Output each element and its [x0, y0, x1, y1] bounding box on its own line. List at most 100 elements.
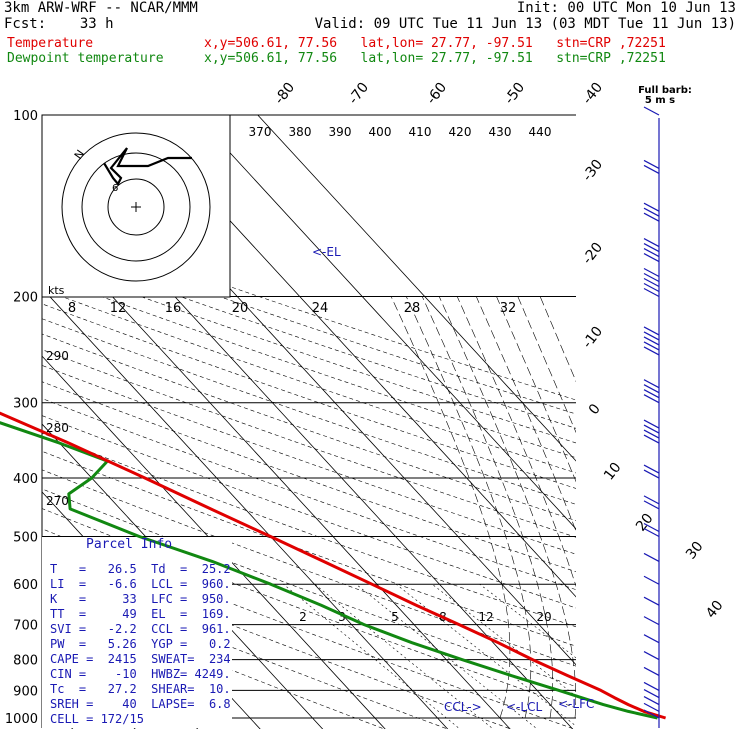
- parcel-row: TT = 49 EL = 169.: [50, 607, 231, 621]
- isotherm-label: 40: [703, 598, 727, 622]
- parcel-row: T = 26.5 Td = 25.2: [50, 562, 231, 576]
- theta-e-label: 390: [329, 125, 352, 139]
- theta-e-labels: 370 380 390 400 410 420 430 440: [249, 125, 552, 139]
- hodograph-km-mark: 6: [112, 183, 118, 194]
- mixing-ratio-line: [479, 583, 576, 659]
- moist-adiabat-lines: [390, 296, 576, 719]
- dry-adiabat-line: [42, 260, 576, 444]
- mixing-ratio-line: [283, 583, 461, 729]
- isotherm-label: -10: [580, 324, 607, 352]
- barb-legend-sublabel: 5 m s: [645, 95, 675, 106]
- hodograph-units: kts: [48, 284, 65, 297]
- wind-barb: [643, 331, 660, 341]
- mixing-ratio-line: [395, 583, 576, 727]
- wind-barb: [643, 575, 660, 585]
- temperature-profile: [0, 411, 667, 720]
- dry-adiabat-line: [42, 398, 576, 590]
- init-time: Init: 00 UTC Mon 10 Jun 13: [516, 0, 736, 16]
- dry-adiabat-line: [42, 274, 576, 459]
- mixing-ratio-line: [314, 583, 494, 729]
- theta-label: 270: [46, 494, 69, 508]
- forecast-hour: Fcst: 33 h: [4, 16, 114, 32]
- wind-barb: [643, 552, 660, 562]
- isotherm-line: [42, 219, 511, 729]
- pressure-label: 900: [13, 684, 38, 699]
- dry-adiabat-line: [42, 333, 576, 521]
- theta-e-label: 440: [529, 125, 552, 139]
- theta-e-label: 400: [369, 125, 392, 139]
- wind-barb: [643, 272, 660, 283]
- moist-adiabat-line: [476, 296, 576, 532]
- parcel-row: K = 33 LFC = 950.: [50, 592, 231, 606]
- parcel-info-panel: Parcel Info T = 26.5 Td = 25.2 LI = -6.6…: [42, 537, 232, 727]
- hodograph-ring-label: 20: [232, 301, 249, 316]
- theta-label: 280: [46, 421, 69, 435]
- wind-barb: [643, 696, 660, 706]
- wind-barb: [643, 429, 660, 439]
- dewpoint-location-info: x,y=506.61, 77.56 lat,lon= 27.77, -97.51…: [204, 51, 666, 66]
- wind-barb: [643, 424, 660, 434]
- wind-barb: [643, 469, 660, 479]
- wind-barb: [643, 287, 660, 298]
- wind-barb: [643, 336, 660, 346]
- parcel-row: LI = -6.6 LCL = 960.: [50, 577, 231, 591]
- wind-barb: [643, 212, 660, 222]
- dry-adiabat-line: [42, 349, 576, 538]
- level-annotations: <-EL CCL-> <-LCL <-LFC: [312, 245, 594, 714]
- pressure-label: 600: [13, 578, 38, 593]
- temperature-location-info: x,y=506.61, 77.56 lat,lon= 27.77, -97.51…: [204, 36, 666, 51]
- dewpoint-line: [0, 421, 658, 720]
- parcel-row: PW = 5.26 YGP = 0.2: [50, 637, 231, 651]
- wind-barb: [643, 702, 660, 712]
- dewpoint-profile: [0, 421, 658, 720]
- wind-barb: [643, 267, 660, 278]
- pressure-label: 200: [13, 291, 38, 306]
- barb-legend-label: Full barb:: [638, 85, 692, 96]
- hodograph-trace: [103, 147, 192, 186]
- model-title: 3km ARW-WRF -- NCAR/MMM: [4, 0, 198, 16]
- isotherm-line: [194, 115, 576, 530]
- valid-time: Valid: 09 UTC Tue 11 Jun 13 (03 MDT Tue …: [314, 16, 736, 32]
- parcel-row: SVI = -2.2 CCL = 961.: [50, 622, 231, 636]
- wind-barb: [643, 527, 660, 538]
- pressure-label: 500: [13, 530, 38, 545]
- moist-adiabat-line: [438, 296, 576, 719]
- wind-barb: [643, 709, 660, 719]
- parcel-panel-fill: [42, 537, 232, 728]
- isotherm-label: -80: [272, 80, 299, 108]
- wind-barb: [643, 651, 660, 661]
- wind-barb: [643, 634, 660, 644]
- wind-barb: [643, 389, 660, 399]
- wind-barb: [643, 596, 660, 606]
- isotherm-label: -40: [580, 80, 607, 108]
- theta-e-label: 410: [409, 125, 432, 139]
- isotherm-label: -60: [424, 80, 451, 108]
- hodograph-ring: [107, 178, 165, 236]
- isotherm-line: [257, 115, 576, 462]
- wind-barb: [643, 394, 660, 404]
- parcel-row: Tc = 27.2 SHEAR= 10.: [50, 682, 231, 696]
- pressure-label: 700: [13, 619, 38, 634]
- mixing-ratio-label: 20: [536, 610, 551, 624]
- wind-barb: [643, 243, 660, 253]
- pressure-label: 400: [13, 472, 38, 487]
- dry-adiabat-line: [42, 450, 576, 647]
- moist-adiabat-line: [539, 296, 576, 383]
- wind-barb: [643, 434, 660, 444]
- isotherm-line: [42, 355, 386, 729]
- dry-adiabat-line: [42, 247, 576, 429]
- wind-barb: [643, 689, 660, 699]
- isotherm-label: 20: [633, 511, 657, 535]
- mixing-ratio-label: 2: [299, 610, 307, 624]
- isotherm-label: -20: [580, 240, 607, 268]
- wind-barb: [643, 326, 660, 336]
- pressure-label: 300: [13, 397, 38, 412]
- wind-barb: [643, 616, 660, 626]
- wind-barb: [643, 202, 660, 212]
- level-annotation: CCL->: [444, 700, 482, 714]
- wind-barb-column: Full barb:5 m s: [638, 85, 692, 728]
- theta-e-label: 380: [289, 125, 312, 139]
- wind-barb: [643, 277, 660, 288]
- wind-barb: [643, 282, 660, 293]
